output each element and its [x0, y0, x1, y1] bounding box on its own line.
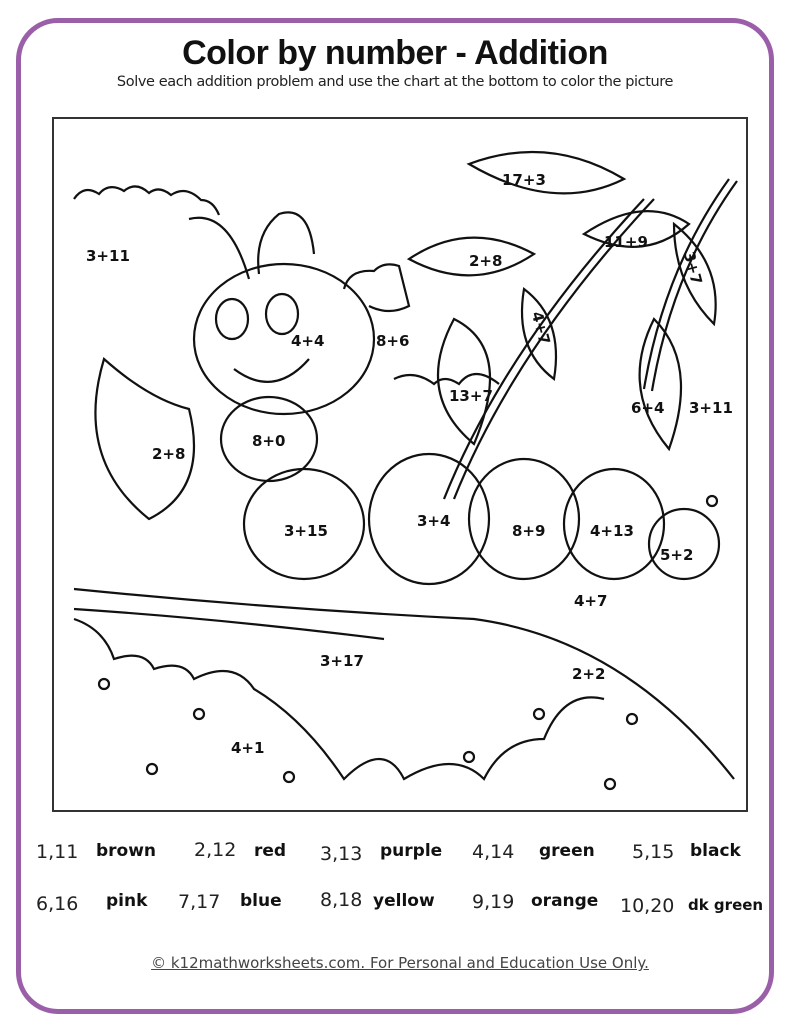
bush-outline — [73, 185, 221, 216]
eye — [264, 292, 300, 336]
problem-label: 3+17 — [320, 652, 364, 670]
body-segment — [367, 452, 491, 586]
eye — [214, 297, 250, 341]
problem-label: 8+9 — [512, 522, 546, 540]
caterpillar-drawing — [73, 150, 738, 791]
problem-label: 4+13 — [590, 522, 634, 540]
key-numbers: 3,13 — [320, 843, 363, 865]
leaf — [466, 150, 627, 195]
problem-label: 2+8 — [469, 252, 503, 270]
key-color: green — [539, 841, 595, 861]
key-color: pink — [106, 891, 148, 911]
branch — [442, 198, 655, 500]
problem-label: 2+2 — [572, 665, 606, 683]
mouth — [233, 358, 310, 383]
body-segment — [647, 507, 721, 581]
key-numbers: 1,11 — [36, 841, 79, 863]
body-segment — [562, 467, 666, 581]
key-numbers: 5,15 — [632, 841, 675, 863]
key-color: orange — [531, 891, 599, 911]
problem-label: 4+1 — [231, 739, 265, 757]
key-color: dk green — [688, 896, 764, 914]
problem-label: 11+9 — [604, 233, 648, 251]
key-numbers: 4,14 — [472, 841, 515, 863]
problem-label: 8+6 — [376, 332, 410, 350]
problem-label: 8+0 — [252, 432, 286, 450]
key-numbers: 9,19 — [472, 891, 515, 913]
bush-outline — [73, 617, 605, 781]
leaf — [436, 317, 492, 446]
problem-label: 3+15 — [284, 522, 328, 540]
caterpillar-head — [192, 262, 376, 416]
key-color: blue — [240, 891, 282, 911]
key-color: brown — [96, 841, 157, 861]
key-numbers: 7,17 — [178, 891, 221, 913]
body-segment — [242, 467, 366, 581]
problem-label: 5+2 — [660, 546, 694, 564]
leaf — [406, 236, 537, 277]
copyright-footer[interactable]: © k12mathworksheets.com. For Personal an… — [151, 954, 649, 972]
leaf — [520, 287, 558, 381]
antenna — [188, 211, 316, 280]
problem-label: 3+11 — [689, 399, 733, 417]
problem-label: 3+11 — [86, 247, 130, 265]
ground-branch — [73, 587, 735, 780]
body-segment — [467, 457, 581, 581]
leaf — [638, 317, 683, 452]
key-numbers: 8,18 — [320, 889, 363, 911]
problem-label: 6+4 — [631, 399, 665, 417]
problem-label: 3+4 — [417, 512, 451, 530]
problem-label: 4+4 — [291, 332, 325, 350]
page-border — [16, 18, 774, 1014]
bush-outline — [342, 263, 411, 313]
instructions: Solve each addition problem and use the … — [116, 74, 674, 90]
problem-label: 17+3 — [502, 171, 546, 189]
key-numbers: 6,16 — [36, 893, 79, 915]
leaf — [672, 221, 717, 327]
page-title: Color by number - Addition — [182, 34, 608, 72]
body-segment — [219, 395, 319, 483]
ground-branch — [73, 607, 385, 641]
problem-label: 2+8 — [152, 445, 186, 463]
problem-label: 4+7 — [574, 592, 608, 610]
key-color: red — [254, 841, 287, 861]
leaf — [94, 357, 196, 521]
coloring-picture: 17+3 3+11 2+8 11+9 3+7 4+4 8+6 4+7 13+7 … — [52, 117, 748, 812]
bush-outline — [393, 372, 500, 386]
key-color: purple — [380, 841, 443, 861]
key-color: black — [690, 841, 741, 861]
key-color: yellow — [373, 891, 435, 911]
problem-label: 13+7 — [449, 387, 493, 405]
key-numbers: 2,12 — [194, 839, 237, 861]
key-numbers: 10,20 — [620, 895, 675, 917]
leaf — [581, 210, 691, 248]
